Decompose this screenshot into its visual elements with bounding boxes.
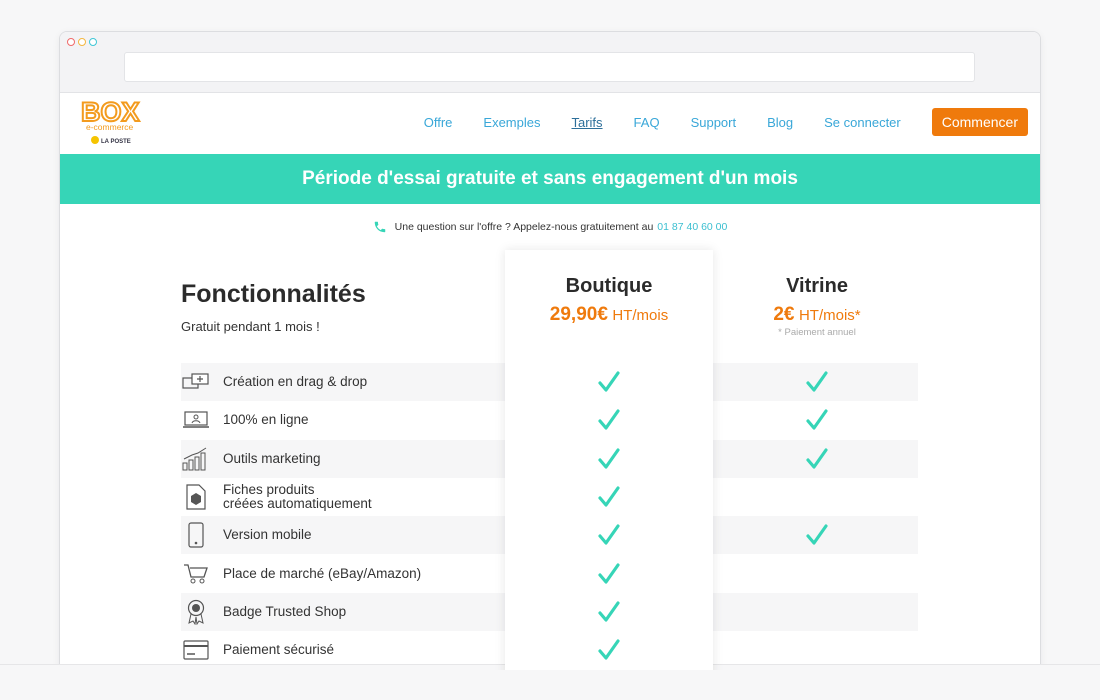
plan-boutique-name: Boutique — [565, 275, 653, 297]
boutique-check-icon — [505, 524, 713, 546]
features-subtitle: Gratuit pendant 1 mois ! — [181, 319, 320, 334]
feature-label: Paiement sécurisé — [223, 642, 335, 658]
features-header: Fonctionnalités Gratuit pendant 1 mois ! — [181, 280, 366, 334]
address-bar[interactable] — [124, 52, 975, 82]
feature-label-line2: créées automatiquement — [223, 496, 372, 512]
trial-banner: Période d'essai gratuite et sans engagem… — [60, 154, 1040, 204]
drag-drop-icon — [181, 373, 211, 391]
browser-window: BOX e-commerce LA POSTE Offre Exemples T… — [59, 31, 1041, 671]
nav-tarifs[interactable]: Tarifs — [571, 114, 603, 130]
bar-chart-icon — [181, 447, 211, 471]
nav-exemples[interactable]: Exemples — [483, 114, 541, 130]
credit-card-icon — [181, 640, 211, 660]
vitrine-check-icon — [713, 409, 921, 431]
laptop-icon — [181, 411, 211, 429]
vitrine-check-icon — [713, 448, 921, 470]
main-menu: Offre Exemples Tarifs FAQ Support Blog S… — [393, 108, 1028, 136]
feature-row: Place de marché (eBay/Amazon) — [181, 554, 918, 592]
plan-boutique: Boutique 29,90€ HT/mois — [505, 275, 713, 326]
nav-support[interactable]: Support — [690, 114, 737, 130]
contact-line: Une question sur l'offre ? Appelez-nous … — [60, 204, 1040, 250]
contact-text: Une question sur l'offre ? Appelez-nous … — [394, 221, 654, 233]
plan-vitrine-amount: 2€ — [773, 304, 795, 325]
vitrine-check-icon — [713, 371, 921, 393]
badge-icon — [181, 599, 211, 625]
document-box-icon — [181, 484, 211, 510]
boutique-check-icon — [505, 448, 713, 470]
close-dot-icon[interactable] — [67, 38, 75, 46]
minimize-dot-icon[interactable] — [78, 38, 86, 46]
boutique-check-icon — [505, 409, 713, 431]
boutique-check-icon — [505, 563, 713, 585]
feature-label: Badge Trusted Shop — [223, 603, 347, 619]
feature-label-line1: Fiches produits — [223, 482, 315, 498]
boutique-check-icon — [505, 639, 713, 661]
vitrine-check-icon — [713, 524, 921, 546]
feature-row: Fiches produits créées automatiquement — [181, 478, 918, 516]
maximize-dot-icon[interactable] — [89, 38, 97, 46]
browser-chrome — [60, 32, 1040, 93]
box-ecommerce-logo[interactable]: BOX e-commerce LA POSTE — [80, 97, 142, 149]
svg-text:LA POSTE: LA POSTE — [101, 139, 131, 145]
smartphone-icon — [181, 522, 211, 548]
boutique-check-icon — [505, 601, 713, 623]
nav-blog[interactable]: Blog — [767, 114, 794, 130]
svg-text:BOX: BOX — [81, 97, 140, 127]
plan-vitrine: Vitrine 2€ HT/mois* * Paiement annuel — [713, 275, 921, 338]
plan-boutique-price: 29,90€ HT/mois — [505, 304, 713, 326]
nav-se-connecter[interactable]: Se connecter — [824, 114, 901, 130]
nav-offre[interactable]: Offre — [423, 114, 453, 130]
feature-label: Place de marché (eBay/Amazon) — [223, 565, 422, 581]
feature-label: Création en drag & drop — [223, 374, 368, 390]
plan-vitrine-note: * Paiement annuel — [778, 327, 856, 338]
nav-faq[interactable]: FAQ — [633, 114, 660, 130]
phone-icon — [373, 220, 387, 234]
plan-boutique-unit: HT/mois — [612, 307, 669, 324]
commencer-button[interactable]: Commencer — [931, 108, 1028, 136]
window-controls — [67, 38, 97, 46]
cart-icon — [181, 563, 211, 585]
pricing-table: Fonctionnalités Gratuit pendant 1 mois !… — [60, 250, 1040, 670]
phone-number-link[interactable]: 01 87 40 60 00 — [657, 221, 728, 233]
features-title: Fonctionnalités — [181, 280, 366, 308]
plan-boutique-amount: 29,90€ — [549, 304, 608, 325]
feature-label: 100% en ligne — [223, 412, 309, 428]
feature-label: Outils marketing — [223, 450, 321, 466]
page-bottom-edge — [0, 664, 1100, 700]
site-header: BOX e-commerce LA POSTE Offre Exemples T… — [60, 93, 1040, 154]
plan-vitrine-name: Vitrine — [786, 275, 848, 297]
plan-vitrine-price: 2€ HT/mois* — [713, 304, 921, 326]
feature-row: 100% en ligne — [181, 401, 918, 439]
boutique-check-icon — [505, 371, 713, 393]
feature-row: Paiement sécurisé — [181, 631, 918, 669]
plan-vitrine-unit: HT/mois* — [798, 307, 861, 324]
feature-label: Version mobile — [223, 527, 312, 543]
svg-text:e-commerce: e-commerce — [86, 122, 134, 132]
boutique-check-icon — [505, 486, 713, 508]
feature-label: Fiches produits créées automatiquement — [223, 483, 505, 511]
